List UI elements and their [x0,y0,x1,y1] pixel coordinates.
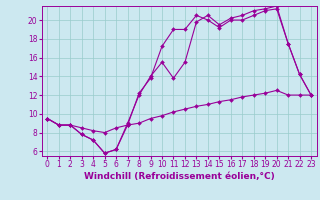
X-axis label: Windchill (Refroidissement éolien,°C): Windchill (Refroidissement éolien,°C) [84,172,275,181]
